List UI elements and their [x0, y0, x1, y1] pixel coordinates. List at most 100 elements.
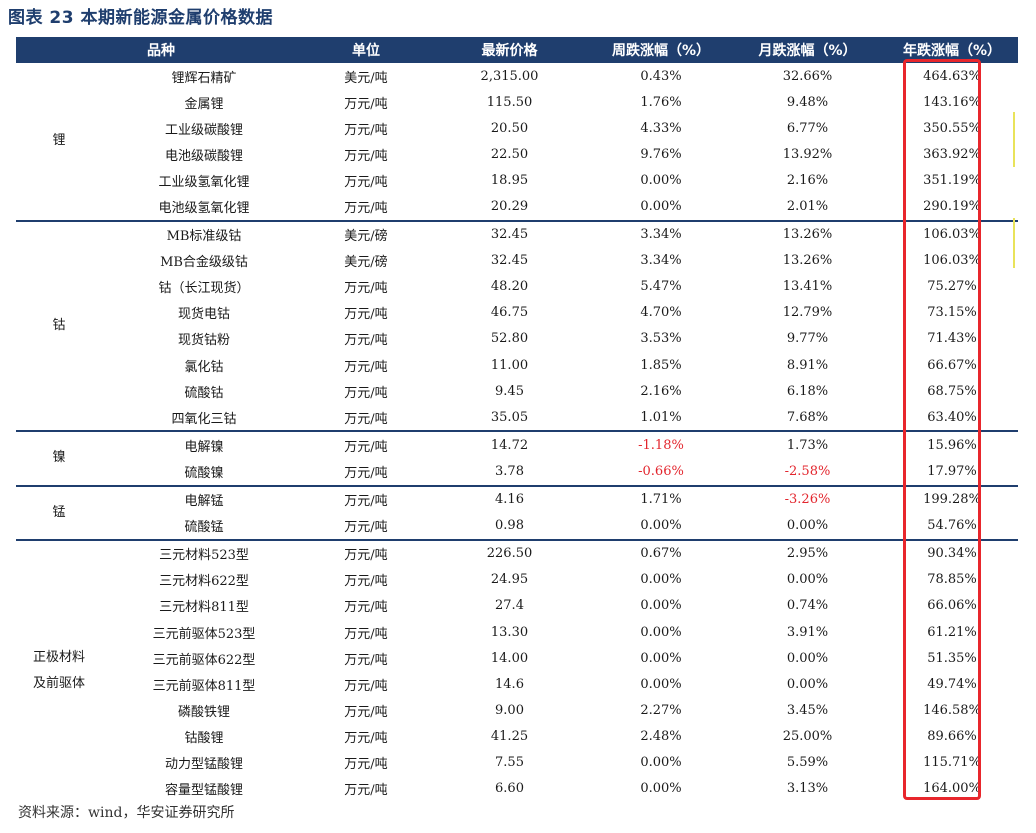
cell-monthly-change: 5.59% — [786, 754, 829, 770]
cell-yearly-change: 51.35% — [927, 650, 977, 666]
table-row: 钴（长江现货） 万元/吨 48.20 5.47% 13.41% 75.27% — [16, 274, 1018, 300]
cell-yearly-change: 350.55% — [923, 120, 981, 136]
table-row: 三元前驱体622型 万元/吨 14.00 0.00% 0.00% 51.35% — [16, 645, 1018, 671]
group-label: 锰 — [16, 484, 102, 540]
cell-item: 硫酸锰 — [184, 520, 224, 536]
cell-price: 18.95 — [490, 172, 529, 188]
header-monthly-change: 月跌涨幅（%） — [729, 37, 886, 63]
group-label: 钴 — [16, 219, 102, 432]
table-row: 现货电钴 万元/吨 46.75 4.70% 12.79% 73.15% — [16, 300, 1018, 326]
cell-price: 48.20 — [490, 279, 529, 295]
cell-item: 四氧化三钴 — [171, 411, 237, 427]
cell-monthly-change: 0.00% — [786, 518, 829, 534]
cell-weekly-change: 0.00% — [640, 754, 682, 770]
cell-monthly-change: 3.45% — [786, 702, 829, 718]
cell-price: 32.45 — [490, 253, 529, 269]
cell-monthly-change: 9.77% — [786, 331, 829, 347]
cell-yearly-change: 73.15% — [927, 305, 977, 321]
cell-yearly-change: 106.03% — [886, 219, 1018, 248]
cell-yearly-change: 78.85% — [927, 572, 977, 588]
cell-price: 52.80 — [490, 331, 529, 347]
cell-item: MB标准级钴 — [102, 219, 306, 248]
cell-item: 硫酸镍 — [184, 465, 224, 481]
cell-weekly-change: 9.76% — [640, 146, 682, 162]
cell-unit: 万元/吨 — [344, 574, 388, 590]
margin-marker — [1013, 112, 1015, 167]
cell-yearly-change: 66.06% — [927, 598, 977, 614]
cell-price: 14.00 — [490, 650, 529, 666]
metal-price-table: 品种 单位 最新价格 周跌涨幅（%） 月跌涨幅（%） 年跌涨幅（%） 锂 锂辉石精… — [16, 37, 1018, 802]
cell-weekly-change: 1.85% — [640, 357, 682, 373]
group-label: 正极材料 及前驱体 — [16, 538, 102, 802]
table-row: 金属锂 万元/吨 115.50 1.76% 9.48% 143.16% — [16, 89, 1018, 115]
table-row: 动力型锰酸锂 万元/吨 7.55 0.00% 5.59% 115.71% — [16, 749, 1018, 775]
cell-price: 3.78 — [495, 463, 524, 479]
cell-weekly-change: 4.70% — [640, 305, 682, 321]
cell-item: 氯化钴 — [184, 359, 224, 375]
cell-weekly-change: 3.34% — [640, 253, 682, 269]
cell-unit: 万元/吨 — [344, 652, 388, 668]
cell-price: 24.95 — [490, 572, 529, 588]
cell-price: 9.00 — [495, 702, 524, 718]
cell-price: 2,315.00 — [480, 68, 539, 84]
cell-yearly-change: 49.74% — [927, 676, 977, 692]
cell-item: 磷酸铁锂 — [177, 704, 230, 720]
cell-item: 现货电钴 — [177, 307, 230, 323]
cell-item: 动力型锰酸锂 — [164, 756, 243, 772]
cell-yearly-change: 71.43% — [927, 331, 977, 347]
cell-price: 115.50 — [486, 94, 533, 110]
cell-yearly-change: 351.19% — [923, 172, 981, 188]
table-row: 工业级碳酸锂 万元/吨 20.50 4.33% 6.77% 350.55% — [16, 115, 1018, 141]
header-variety: 品种 — [16, 37, 306, 63]
cell-unit: 万元/吨 — [344, 359, 388, 375]
cell-weekly-change: 0.00% — [640, 172, 682, 188]
cell-unit: 万元/吨 — [344, 201, 388, 217]
cell-weekly-change: 2.27% — [640, 702, 682, 718]
cell-monthly-change: 0.00% — [786, 572, 829, 588]
table-row: 现货钴粉 万元/吨 52.80 3.53% 9.77% 71.43% — [16, 326, 1018, 352]
cell-unit: 万元/吨 — [306, 430, 426, 459]
cell-weekly-change: 3.53% — [640, 331, 682, 347]
cell-price: 22.50 — [490, 146, 529, 162]
cell-weekly-change: 0.00% — [640, 199, 682, 215]
header-row: 品种 单位 最新价格 周跌涨幅（%） 月跌涨幅（%） 年跌涨幅（%） — [16, 37, 1018, 63]
table-row: 氯化钴 万元/吨 11.00 1.85% 8.91% 66.67% — [16, 352, 1018, 378]
group-label: 锂 — [52, 133, 66, 149]
table-row: 电池级氢氧化锂 万元/吨 20.29 0.00% 2.01% 290.19% — [16, 193, 1018, 220]
table-row: 锂 锂辉石精矿 美元/吨 2,315.00 0.43% 32.66% 464.63% — [16, 63, 1018, 149]
cell-monthly-change: 13.41% — [782, 279, 833, 295]
table-row: 镍电解镍 万元/吨 14.72 -1.18% 1.73% 15.96% — [16, 430, 1018, 486]
cell-item: 工业级碳酸锂 — [164, 122, 243, 138]
header-yearly-change: 年跌涨幅（%） — [886, 37, 1018, 63]
cell-price: 4.16 — [426, 484, 593, 513]
cell-weekly-change: -1.18% — [593, 430, 729, 459]
cell-item: 钴（长江现货） — [158, 281, 250, 297]
cell-yearly-change: 164.00% — [923, 781, 981, 797]
cell-yearly-change: 66.67% — [927, 357, 977, 373]
cell-unit: 万元/吨 — [344, 678, 388, 694]
cell-unit: 万元/吨 — [344, 626, 388, 642]
cell-yearly-change: 464.63% — [923, 68, 981, 84]
cell-weekly-change: 0.00% — [640, 676, 682, 692]
cell-unit: 万元/吨 — [344, 385, 388, 401]
cell-item: 电池级氢氧化锂 — [158, 201, 250, 217]
cell-item: 金属锂 — [184, 96, 224, 112]
table-row: 锰电解锰 万元/吨 4.16 1.71% -3.26% 199.28% — [16, 484, 1018, 540]
cell-unit: 美元/磅 — [344, 255, 388, 271]
cell-item: 电池级碳酸锂 — [164, 148, 243, 164]
cell-item: 三元材料811型 — [159, 600, 249, 616]
table-row: 磷酸铁锂 万元/吨 9.00 2.27% 3.45% 146.58% — [16, 697, 1018, 723]
cell-price: 35.05 — [490, 409, 529, 425]
cell-price: 32.45 — [426, 219, 593, 248]
table-row: 钴 MB标准级钴 美元/磅 32.45 3.34% 13.26% 106.03% — [16, 219, 1018, 432]
table-row: 硫酸镍 万元/吨 3.78 -0.66% -2.58% 17.97% — [16, 458, 1018, 485]
cell-unit: 万元/吨 — [306, 484, 426, 513]
table-row: 硫酸锰 万元/吨 0.98 0.00% 0.00% 54.76% — [16, 513, 1018, 540]
cell-weekly-change: -0.66% — [638, 463, 684, 479]
cell-weekly-change: 0.00% — [640, 650, 682, 666]
cell-price: 14.6 — [495, 676, 524, 692]
cell-monthly-change: 1.73% — [729, 430, 886, 459]
cell-unit: 美元/吨 — [344, 70, 388, 86]
cell-yearly-change: 290.19% — [923, 199, 981, 215]
cell-monthly-change: -2.58% — [784, 463, 831, 479]
